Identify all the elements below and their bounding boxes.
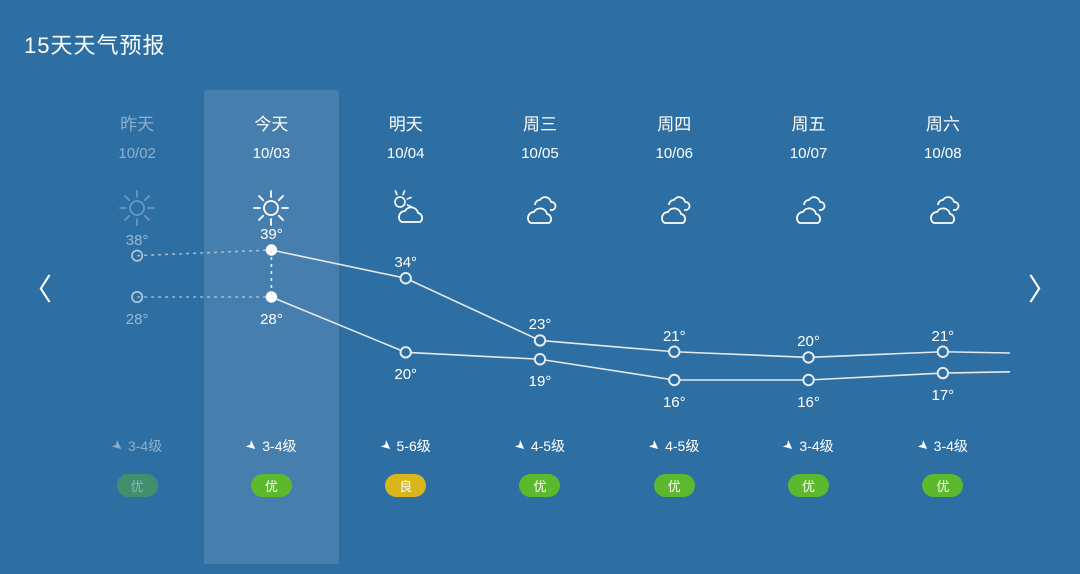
high-temp-label: 34° — [394, 254, 417, 271]
prev-button[interactable]: 〈 — [22, 265, 52, 309]
high-temp-label: 20° — [797, 333, 820, 350]
day-name: 今天 — [204, 110, 338, 135]
weather-icon — [741, 188, 875, 228]
day-date: 10/08 — [876, 145, 1010, 162]
wind-arrow-icon: ➤ — [780, 436, 799, 455]
wind-level: 3-4级 — [128, 436, 162, 456]
next-button[interactable]: 〉 — [1028, 265, 1058, 309]
wind-level: 3-4级 — [262, 436, 296, 456]
day-date: 10/05 — [473, 145, 607, 162]
wind-level: 4-5级 — [531, 436, 565, 456]
weather-icon — [876, 188, 1010, 228]
day-column[interactable]: 周五 10/07 ➤ 3-4级 优 — [741, 90, 875, 564]
low-temp-label: 16° — [663, 394, 686, 411]
low-temp-label: 17° — [932, 387, 955, 404]
wind-info: ➤ 3-4级 — [70, 436, 204, 456]
wind-info: ➤ 3-4级 — [876, 436, 1010, 456]
day-date: 10/04 — [339, 145, 473, 162]
aqi-badge: 优 — [204, 474, 338, 497]
high-temp-label: 23° — [529, 316, 552, 333]
wind-info: ➤ 3-4级 — [204, 436, 338, 456]
wind-level: 5-6级 — [397, 436, 431, 456]
low-temp-label: 19° — [529, 373, 552, 390]
aqi-badge: 优 — [70, 474, 204, 497]
day-name: 周五 — [741, 110, 875, 135]
weather-icon — [204, 188, 338, 228]
wind-arrow-icon: ➤ — [645, 436, 664, 455]
weather-icon — [607, 188, 741, 228]
aqi-badge: 优 — [607, 474, 741, 497]
aqi-badge: 优 — [473, 474, 607, 497]
day-name: 周六 — [876, 110, 1010, 135]
high-temp-label: 38° — [126, 232, 149, 249]
aqi-badge: 优 — [741, 474, 875, 497]
day-name: 周四 — [607, 110, 741, 135]
page-title: 15天天气预报 — [24, 28, 165, 60]
low-temp-label: 16° — [797, 394, 820, 411]
wind-level: 3-4级 — [799, 436, 833, 456]
wind-arrow-icon: ➤ — [242, 436, 261, 455]
wind-info: ➤ 4-5级 — [607, 436, 741, 456]
wind-info: ➤ 4-5级 — [473, 436, 607, 456]
day-date: 10/07 — [741, 145, 875, 162]
weather-icon — [339, 188, 473, 228]
high-temp-label: 21° — [663, 328, 686, 345]
wind-arrow-icon: ➤ — [377, 436, 396, 455]
aqi-badge: 良 — [339, 474, 473, 497]
day-column[interactable]: 明天 10/04 ➤ 5-6级 良 — [339, 90, 473, 564]
wind-arrow-icon: ➤ — [108, 436, 127, 455]
day-name: 周三 — [473, 110, 607, 135]
day-name: 明天 — [339, 110, 473, 135]
wind-level: 4-5级 — [665, 436, 699, 456]
day-name: 昨天 — [70, 110, 204, 135]
day-date: 10/06 — [607, 145, 741, 162]
wind-arrow-icon: ➤ — [511, 436, 530, 455]
weather-icon — [473, 188, 607, 228]
aqi-badge: 优 — [876, 474, 1010, 497]
wind-arrow-icon: ➤ — [914, 436, 933, 455]
low-temp-label: 28° — [260, 311, 283, 328]
weather-icon — [70, 188, 204, 228]
high-temp-label: 21° — [932, 328, 955, 345]
low-temp-label: 20° — [394, 366, 417, 383]
wind-level: 3-4级 — [934, 436, 968, 456]
low-temp-label: 28° — [126, 311, 149, 328]
wind-info: ➤ 3-4级 — [741, 436, 875, 456]
wind-info: ➤ 5-6级 — [339, 436, 473, 456]
day-date: 10/03 — [204, 145, 338, 162]
day-date: 10/02 — [70, 145, 204, 162]
high-temp-label: 39° — [260, 226, 283, 243]
